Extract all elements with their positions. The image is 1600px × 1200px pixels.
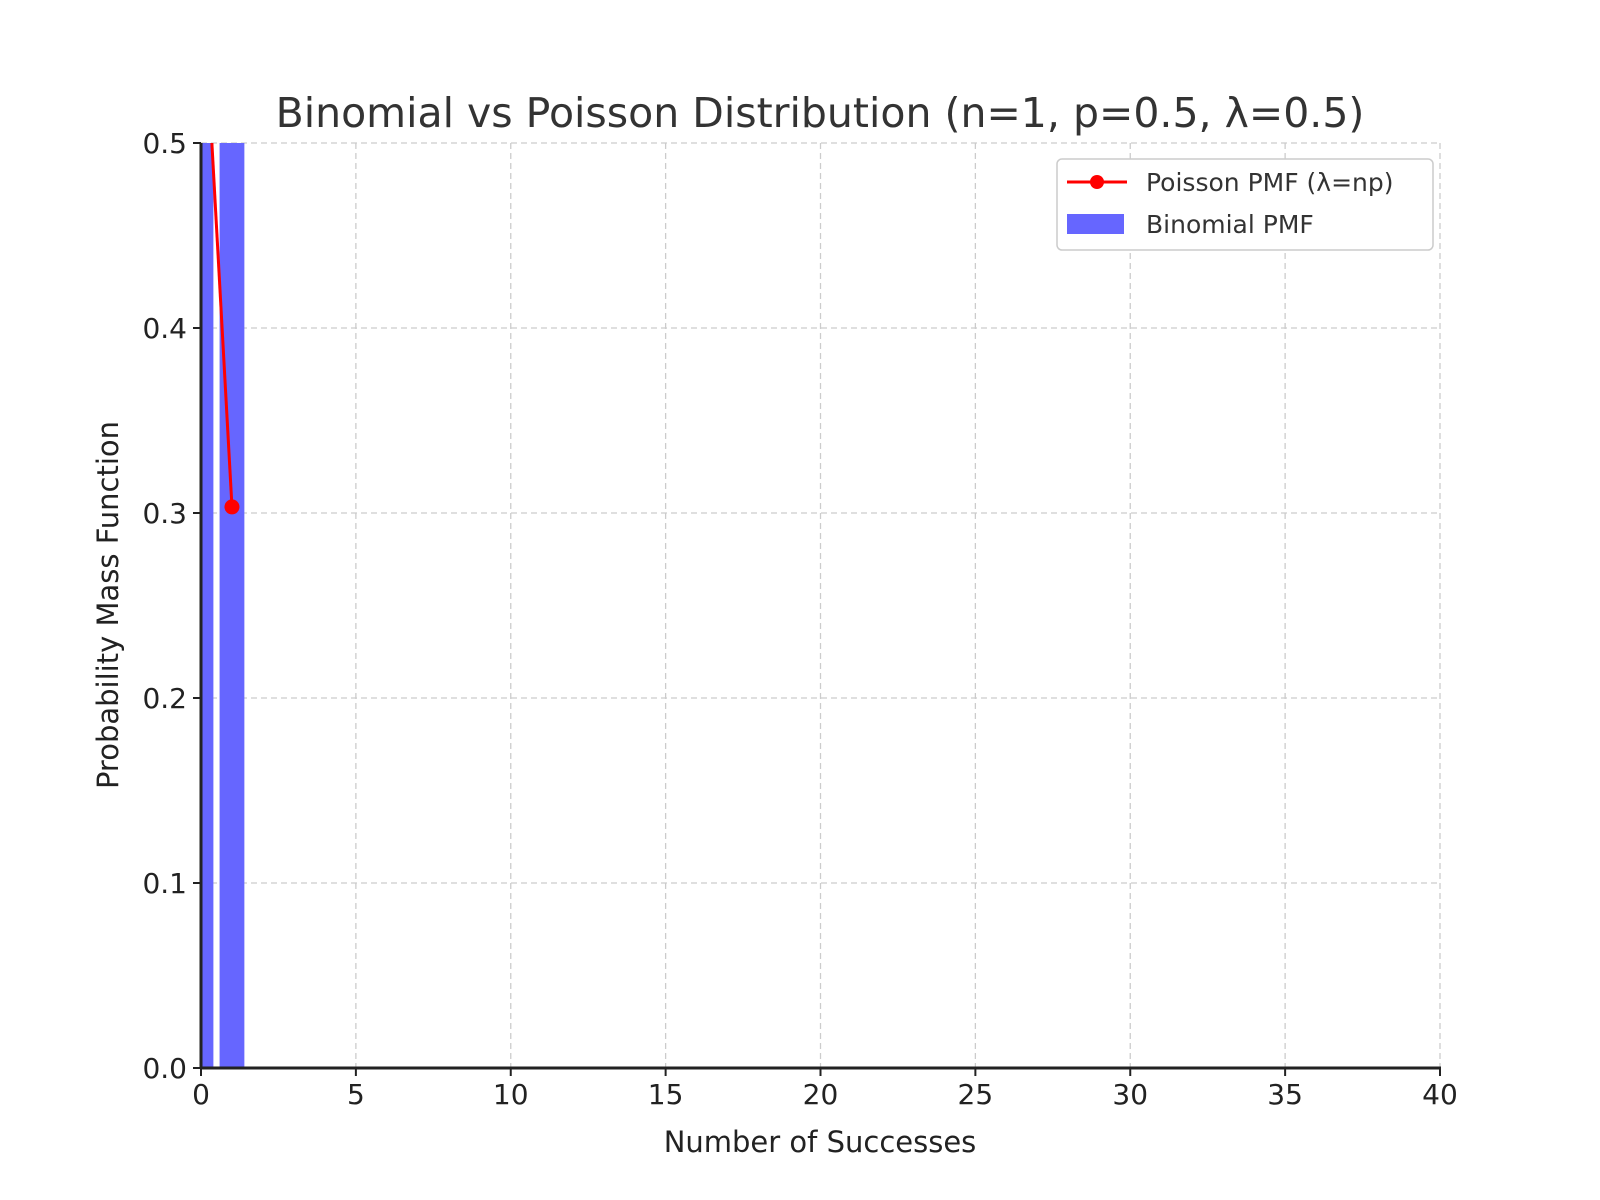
poisson-point xyxy=(224,499,240,515)
legend-bar-icon xyxy=(1067,214,1124,234)
y-tick-label: 0.2 xyxy=(142,682,187,715)
x-tick-label: 35 xyxy=(1267,1078,1303,1111)
y-tick-label: 0.1 xyxy=(142,867,187,900)
legend-label-poisson: Poisson PMF (λ=np) xyxy=(1146,168,1394,197)
poisson-line xyxy=(210,143,234,507)
y-tick-label: 0.0 xyxy=(142,1052,187,1085)
legend-marker-icon xyxy=(1090,175,1104,189)
x-tick-label: 0 xyxy=(192,1078,210,1111)
legend: Poisson PMF (λ=np) Binomial PMF xyxy=(1056,158,1434,251)
binomial-bar xyxy=(201,143,214,1068)
legend-label-binomial: Binomial PMF xyxy=(1146,210,1314,239)
y-tick-label: 0.5 xyxy=(142,127,187,160)
y-tick-label: 0.3 xyxy=(142,497,187,530)
x-tick-label: 20 xyxy=(803,1078,839,1111)
x-tick-label: 15 xyxy=(648,1078,684,1111)
x-tick-label: 5 xyxy=(347,1078,365,1111)
x-tick-label: 10 xyxy=(493,1078,529,1111)
binomial-bar xyxy=(219,143,245,1068)
y-axis-label: Probability Mass Function xyxy=(91,421,125,789)
x-tick-label: 30 xyxy=(1112,1078,1148,1111)
x-tick-label: 40 xyxy=(1422,1078,1458,1111)
x-tick-label: 25 xyxy=(958,1078,994,1111)
x-axis-label: Number of Successes xyxy=(664,1125,977,1159)
chart-title: Binomial vs Poisson Distribution (n=1, p… xyxy=(276,89,1365,137)
y-tick-label: 0.4 xyxy=(142,312,187,345)
